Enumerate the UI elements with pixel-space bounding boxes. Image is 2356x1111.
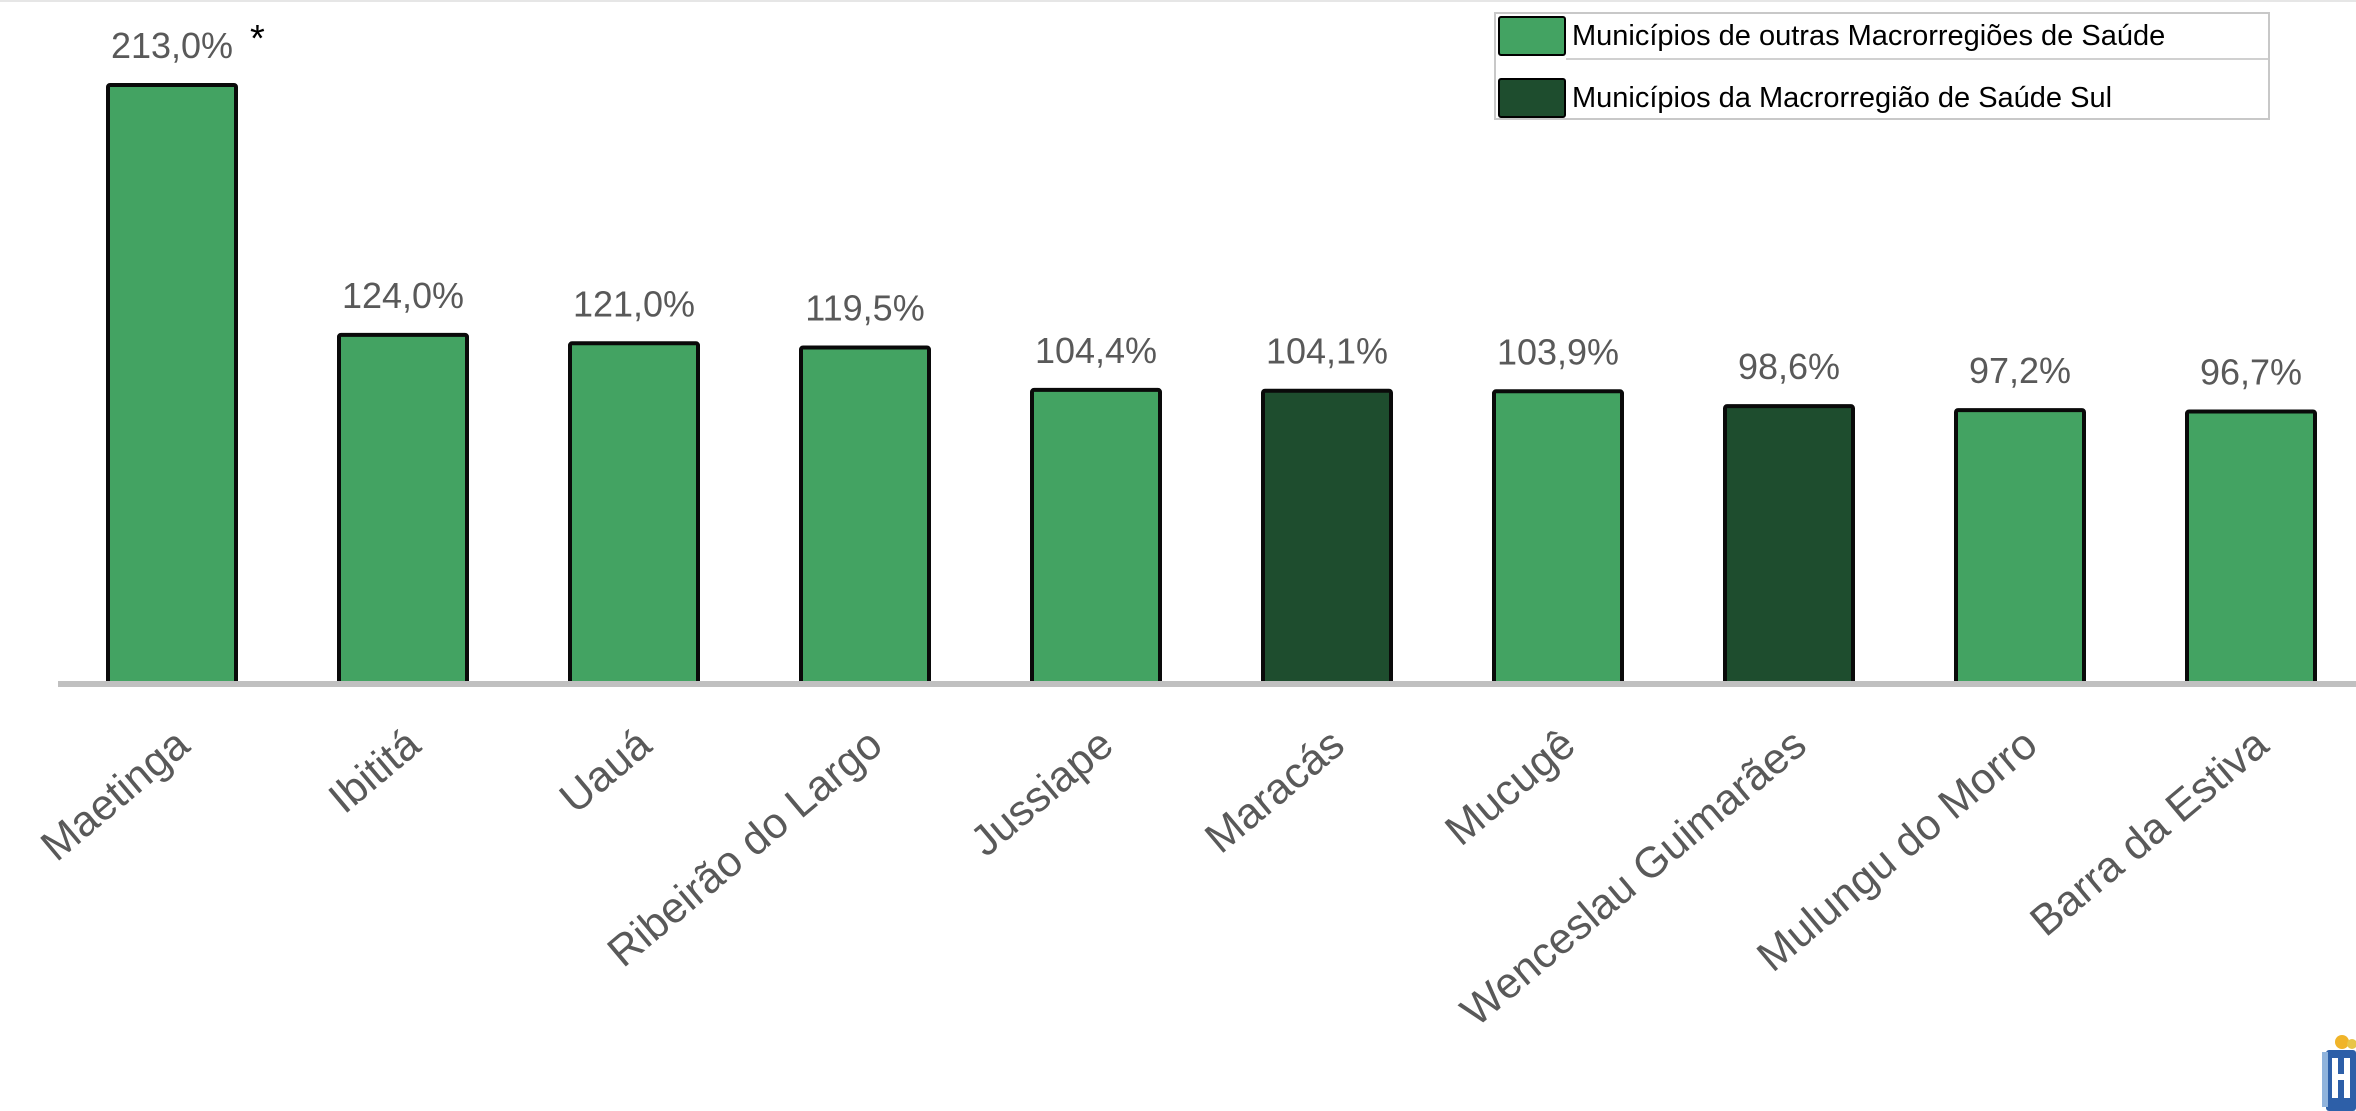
bar-jussiape bbox=[1030, 387, 1162, 685]
value-label-mucuge: 103,9% bbox=[1497, 331, 1619, 372]
bar-maracas bbox=[1261, 388, 1393, 685]
legend-swatch-outras bbox=[1498, 16, 1566, 56]
category-label-mucuge: Mucugê bbox=[1436, 720, 1584, 855]
value-label-maetinga: 213,0% bbox=[111, 25, 233, 66]
value-labels-layer: 213,0% 124,0% 121,0% 119,5% 104,4% 104,1% 103,… bbox=[111, 18, 2302, 393]
legend: Municípios de outras Macrorregiões de Sa… bbox=[1494, 12, 2270, 120]
value-label-uaua: 121,0% bbox=[573, 283, 695, 324]
bar-maetinga bbox=[106, 83, 238, 685]
category-label-uaua: Uauá bbox=[551, 720, 661, 823]
value-label-maracas: 104,1% bbox=[1266, 331, 1388, 372]
category-label-barra-da-estiva: Barra da Estiva bbox=[2021, 720, 2277, 946]
bar-ribeirao-do-largo bbox=[799, 345, 931, 685]
bar-uaua bbox=[568, 341, 700, 685]
bar-barra-da-estiva bbox=[2185, 409, 2317, 685]
legend-divider bbox=[1566, 58, 2268, 60]
category-label-maracas: Maracás bbox=[1196, 720, 1353, 863]
value-label-wenceslau-guimaraes: 98,6% bbox=[1738, 346, 1840, 387]
legend-item-outras: Municípios de outras Macrorregiões de Sa… bbox=[1496, 14, 2268, 58]
legend-item-sul: Municípios da Macrorregião de Saúde Sul bbox=[1496, 76, 2268, 120]
legend-label-outras: Municípios de outras Macrorregiões de Sa… bbox=[1572, 19, 2166, 52]
bar-wenceslau-guimaraes bbox=[1723, 404, 1855, 685]
institution-logo bbox=[2320, 1030, 2356, 1111]
bar-mucuge bbox=[1492, 389, 1624, 685]
bar-mulungu-do-morro bbox=[1954, 408, 2086, 685]
legend-label-sul: Municípios da Macrorregião de Saúde Sul bbox=[1572, 81, 2113, 114]
value-label-barra-da-estiva: 96,7% bbox=[2200, 352, 2302, 393]
value-label-ribeirao-do-largo: 119,5% bbox=[805, 288, 924, 329]
bar-ibitita bbox=[337, 332, 469, 685]
category-label-jussiape: Jussiape bbox=[962, 720, 1123, 866]
annotation-asterisk: * bbox=[250, 18, 265, 60]
category-label-maetinga: Maetinga bbox=[32, 720, 198, 871]
value-label-jussiape: 104,4% bbox=[1035, 330, 1157, 371]
legend-swatch-sul bbox=[1498, 78, 1566, 118]
top-rule bbox=[0, 0, 2356, 2]
category-label-ibitita: Ibititá bbox=[320, 720, 430, 823]
bars-layer bbox=[106, 83, 2317, 685]
value-label-ibitita: 124,0% bbox=[342, 275, 464, 316]
value-label-mulungu-do-morro: 97,2% bbox=[1969, 350, 2071, 391]
